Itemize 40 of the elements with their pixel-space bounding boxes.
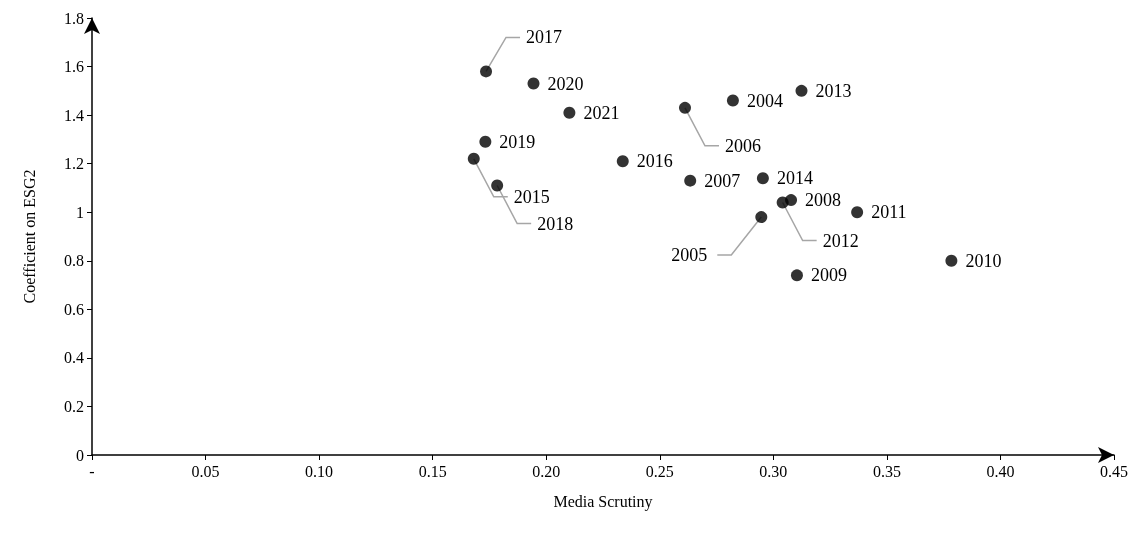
annotation: 2009 [810,265,847,286]
y-tick-label: 1.6 [64,58,84,76]
x-tick-label: - [89,462,95,480]
y-axis-title: Coefficient on ESG2 [20,169,38,304]
y-tick-label: 1 [76,203,84,221]
annotation: 2010 [965,250,1002,271]
annotation: 2012 [822,230,859,251]
annotation: 2021 [583,102,620,123]
y-tick-label: 0.6 [64,300,84,318]
annotation: 2014 [776,168,813,189]
y-tick-label: 1.2 [64,155,84,173]
x-axis-title: Media Scrutiny [553,492,653,511]
x-tick-label: 0.05 [191,462,220,480]
annotation: 2013 [815,80,852,101]
annotation: 2020 [547,73,584,94]
annotation: 2015 [513,186,550,207]
annotation: 2004 [746,90,783,111]
x-tick-label: 0.20 [532,462,561,480]
annotation: 2006 [724,135,761,156]
annotation: 2017 [526,27,563,48]
y-tick-label: 0.2 [64,397,84,415]
x-tick-label: 0.35 [872,462,901,480]
annotation: 2007 [704,170,741,191]
x-tick-label: 0.25 [645,462,674,480]
y-tick-label: 0.4 [64,349,84,367]
annotation: 2005 [671,245,708,266]
annotation: 2011 [871,202,907,223]
x-tick-label: 0.45 [1100,462,1128,480]
y-tick-label: 0.8 [64,252,84,270]
x-tick-label: 0.30 [759,462,788,480]
y-tick-label: 0 [76,446,84,464]
annotation: 2018 [537,213,574,234]
y-tick-label: 1.8 [64,9,84,27]
x-tick-label: 0.40 [986,462,1015,480]
x-tick-label: 0.15 [418,462,447,480]
annotation: 2008 [805,190,842,211]
annotation: 2016 [636,151,673,172]
annotation: 2019 [499,131,536,152]
y-tick-label: 1.4 [64,106,84,124]
x-tick-label: 0.10 [305,462,334,480]
